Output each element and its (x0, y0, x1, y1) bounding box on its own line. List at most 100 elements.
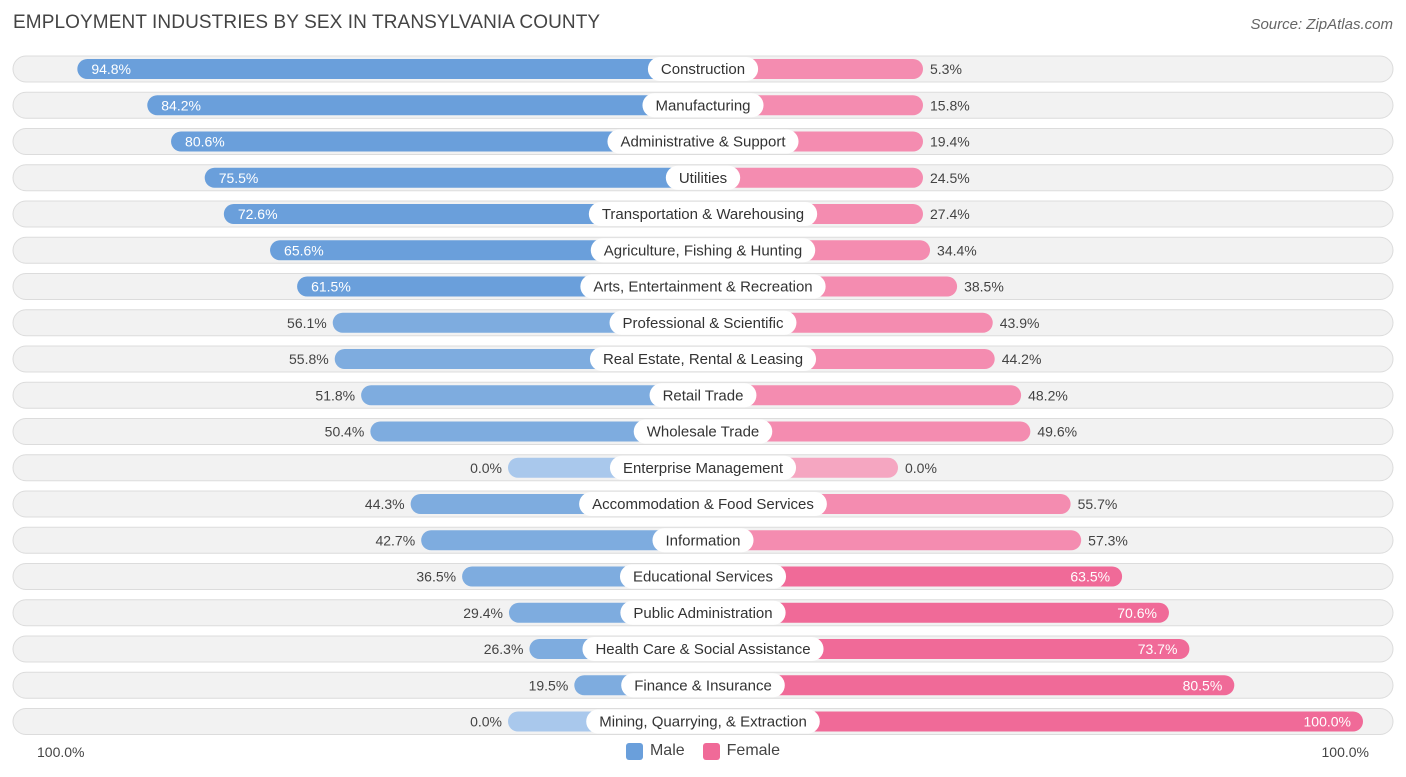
category-label: Construction (661, 61, 745, 78)
category-label-bg (589, 347, 817, 371)
legend-label-female: Female (726, 742, 781, 759)
female-bar (703, 711, 1363, 732)
female-bar (703, 167, 923, 188)
female-value-label: 48.2% (1028, 387, 1068, 403)
female-value-label: 73.7% (1138, 641, 1178, 657)
male-bar (171, 131, 704, 152)
female-value-label: 24.5% (930, 170, 970, 186)
category-label: Transportation & Warehousing (602, 206, 804, 223)
category-label-bg (590, 238, 816, 263)
category-label-bg (609, 310, 797, 335)
category-label: Real Estate, Rental & Leasing (603, 351, 803, 368)
male-bar (223, 204, 703, 224)
legend: Male Female (0, 742, 1406, 760)
legend-swatch-male (625, 742, 643, 760)
female-value-label: 63.5% (1070, 569, 1110, 585)
male-value-label: 75.5% (219, 170, 259, 186)
female-bar (703, 421, 1031, 442)
category-label: Health Care & Social Assistance (595, 641, 810, 658)
category-label: Enterprise Management (623, 460, 784, 477)
female-value-label: 5.3% (930, 61, 962, 77)
female-bar (703, 59, 923, 79)
category-label-bg (649, 383, 757, 408)
category-label-bg (580, 274, 826, 299)
category-label: Mining, Quarrying, & Extraction (599, 714, 807, 731)
category-label-bg (652, 528, 754, 553)
category-label: Agriculture, Fishing & Hunting (604, 242, 802, 259)
male-value-label: 50.4% (325, 424, 365, 440)
legend-label-male: Male (649, 742, 685, 759)
category-label-bg (642, 93, 764, 118)
category-label: Accommodation & Food Services (592, 496, 814, 513)
male-bar (147, 95, 703, 116)
category-label: Professional & Scientific (623, 315, 784, 332)
male-value-label: 29.4% (463, 605, 503, 621)
male-value-label: 51.8% (315, 387, 355, 403)
male-value-label: 0.0% (470, 714, 502, 730)
chart-area: Construction 94.8% 5.3% Manufacturing 84.2% 1… (12, 55, 1394, 735)
category-label-bg (586, 709, 820, 734)
male-bar (204, 167, 703, 188)
female-bar (703, 675, 1235, 696)
legend-item-female: Female (702, 742, 781, 760)
male-value-label: 65.6% (284, 242, 324, 258)
category-label: Manufacturing (655, 97, 750, 114)
male-value-label: 61.5% (311, 279, 351, 295)
category-label: Finance & Insurance (634, 677, 772, 694)
female-bar (703, 530, 1082, 551)
female-value-label: 43.9% (1000, 315, 1040, 331)
category-label-bg (647, 57, 759, 81)
female-bar (703, 639, 1190, 659)
male-value-label: 36.5% (416, 569, 456, 585)
source-credit: Source: ZipAtlas.com (1250, 16, 1393, 33)
category-label-bg (633, 419, 773, 444)
category-label-bg (607, 129, 799, 154)
category-label: Utilities (679, 170, 727, 187)
male-value-label: 42.7% (375, 532, 415, 548)
female-value-label: 100.0% (1304, 714, 1351, 730)
category-label: Arts, Entertainment & Recreation (593, 279, 812, 296)
female-value-label: 80.5% (1183, 677, 1223, 693)
female-value-label: 38.5% (964, 279, 1004, 295)
category-label: Public Administration (633, 605, 772, 622)
male-value-label: 72.6% (238, 206, 278, 222)
male-value-label: 44.3% (365, 496, 405, 512)
female-value-label: 70.6% (1117, 605, 1157, 621)
male-value-label: 94.8% (91, 61, 131, 77)
male-value-label: 19.5% (529, 677, 569, 693)
female-value-label: 27.4% (930, 206, 970, 222)
male-bar (332, 312, 703, 333)
category-label: Wholesale Trade (647, 424, 760, 441)
female-bar (703, 602, 1169, 623)
category-label-bg (619, 564, 787, 589)
male-value-label: 26.3% (484, 641, 524, 657)
male-bar (421, 530, 703, 551)
axis-left-label: 100.0% (37, 744, 85, 760)
category-label-bg (609, 455, 797, 480)
male-value-label: 56.1% (287, 315, 327, 331)
category-label-bg (620, 600, 786, 625)
male-value-label: 0.0% (470, 460, 502, 476)
male-value-label: 55.8% (289, 351, 329, 367)
male-bar (77, 59, 703, 79)
female-value-label: 19.4% (930, 134, 970, 150)
legend-item-male: Male (625, 742, 685, 760)
female-value-label: 49.6% (1037, 424, 1077, 440)
category-label: Administrative & Support (620, 134, 786, 151)
male-bar (361, 385, 703, 406)
category-label: Information (665, 532, 740, 549)
female-bar (703, 566, 1123, 587)
legend-swatch-female (702, 742, 720, 760)
chart-title: EMPLOYMENT INDUSTRIES BY SEX IN TRANSYLV… (13, 12, 601, 33)
category-label-bg (582, 637, 824, 661)
category-label-bg (588, 202, 818, 226)
female-value-label: 44.2% (1002, 351, 1042, 367)
category-label-bg (579, 492, 827, 516)
axis-right-label: 100.0% (1321, 744, 1369, 760)
category-label: Retail Trade (663, 387, 744, 404)
category-label: Educational Services (633, 569, 773, 586)
male-value-label: 84.2% (161, 97, 201, 113)
female-value-label: 55.7% (1078, 496, 1118, 512)
category-label-bg (665, 165, 741, 190)
female-bar (703, 385, 1022, 406)
